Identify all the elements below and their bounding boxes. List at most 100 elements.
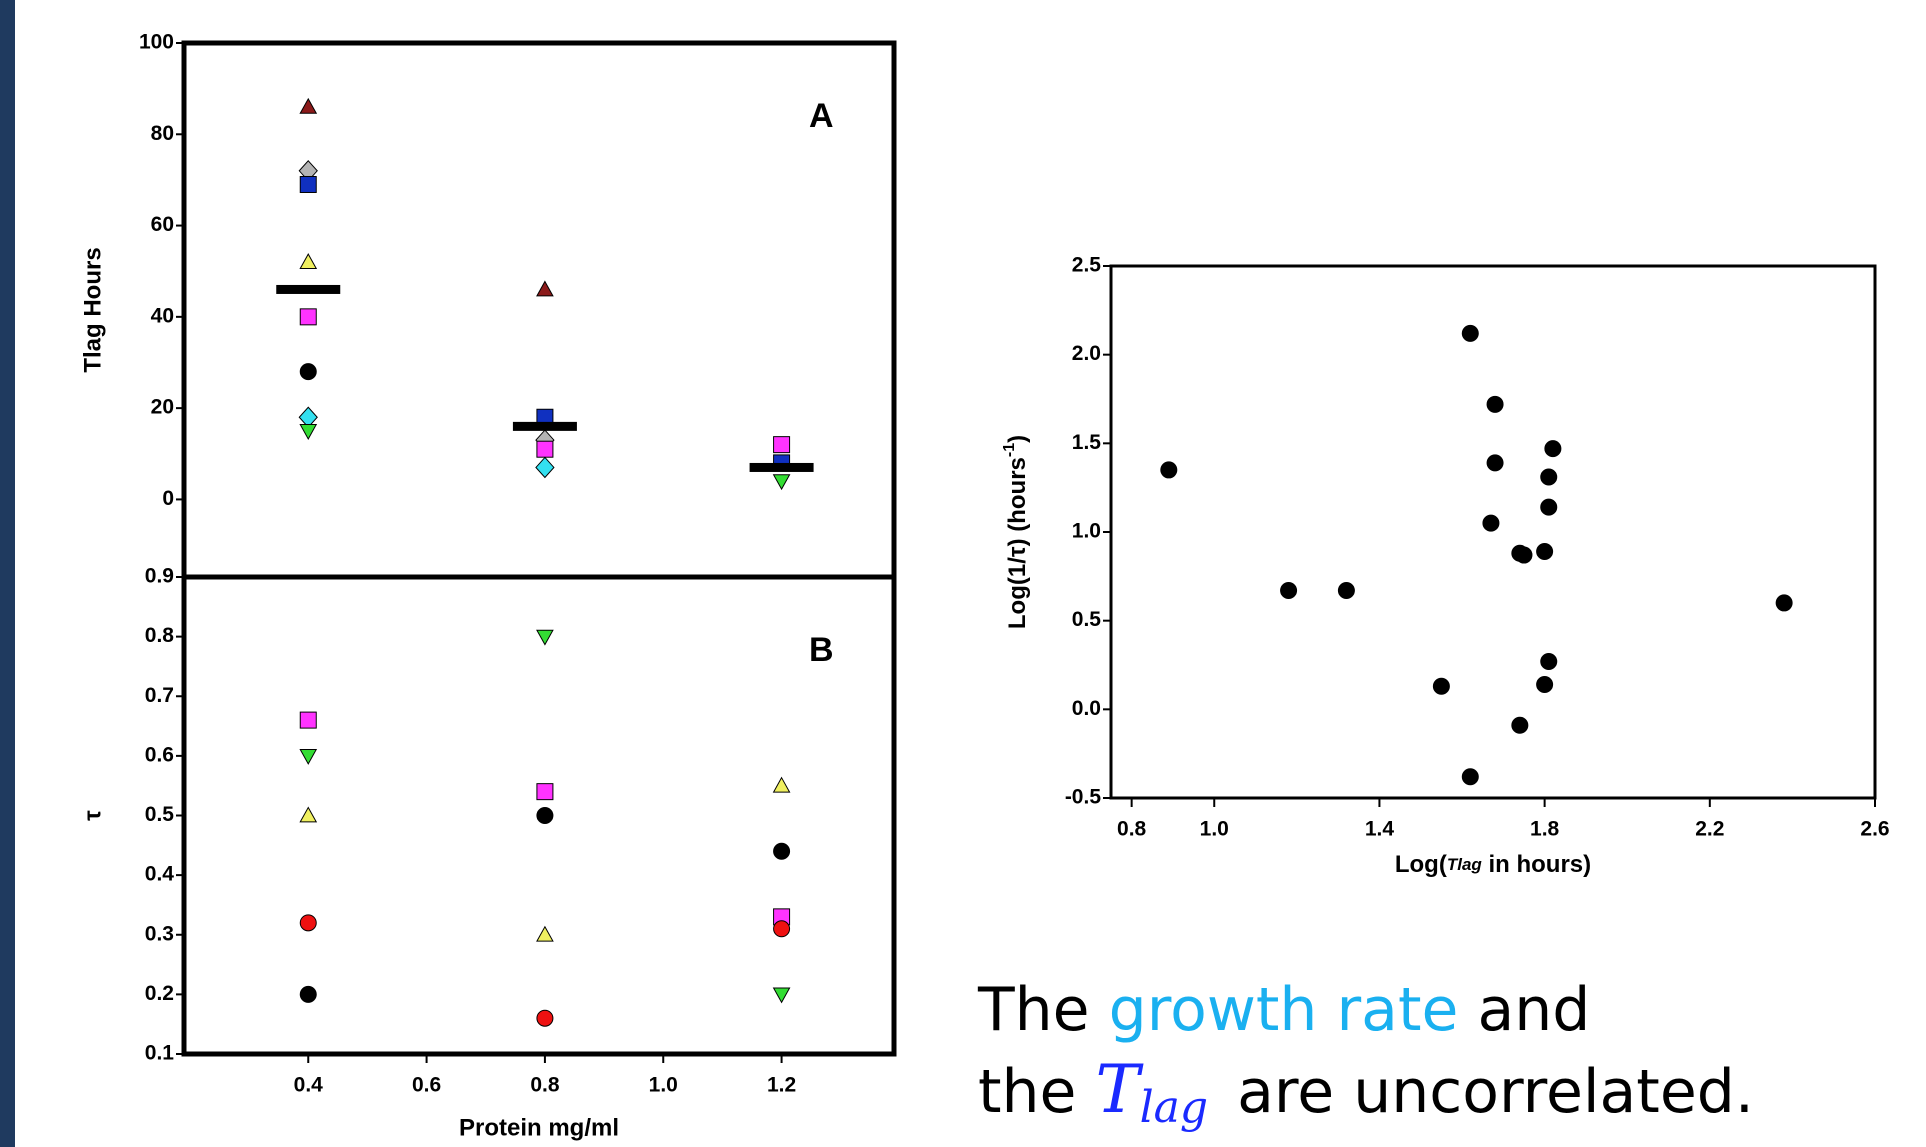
point — [299, 363, 317, 381]
point — [1544, 440, 1562, 458]
point — [1461, 324, 1479, 342]
mean-bar — [276, 284, 341, 294]
mean-bar — [512, 421, 577, 431]
caption-text: and — [1458, 975, 1590, 1045]
point — [535, 456, 555, 479]
point — [299, 985, 317, 1003]
point — [1432, 677, 1450, 695]
point — [536, 925, 554, 942]
y-tick-label: 0.1 — [145, 1042, 175, 1065]
point — [772, 776, 791, 793]
x-tick-label: 1.2 — [767, 1074, 796, 1097]
point — [536, 807, 554, 824]
caption-line: the Tlag are uncorrelated. — [978, 1051, 1754, 1133]
y-tick-label: 0.3 — [145, 922, 174, 945]
y-tick-label: 1.5 — [1072, 431, 1102, 454]
y-axis-label: Tlag Hours — [79, 247, 106, 372]
point — [1540, 468, 1558, 486]
caption-math: T — [1096, 1051, 1145, 1128]
point — [536, 440, 554, 458]
x-tick-label: 0.6 — [412, 1074, 441, 1097]
point — [299, 748, 318, 765]
y-tick-label: 100 — [139, 31, 174, 54]
point — [299, 97, 318, 114]
x-tick-label: 2.6 — [1860, 818, 1889, 841]
mean-bar — [749, 462, 814, 472]
y-axis-label-sup: -1 — [1001, 443, 1018, 457]
point — [1486, 395, 1504, 413]
y-tick-label: 60 — [151, 213, 174, 236]
point — [1775, 594, 1793, 612]
panel-label: A — [809, 97, 834, 135]
point — [1515, 546, 1533, 564]
point — [1482, 514, 1500, 532]
x-axis-label: Protein mg/ml — [459, 1114, 619, 1141]
y-axis-label-part: Log(1/τ) (hours — [1004, 457, 1031, 629]
y-tick-label: 20 — [151, 396, 174, 419]
y-tick-label: 0.2 — [145, 982, 174, 1005]
x-axis-label-italic: Tlag — [1447, 855, 1483, 874]
y-tick-label: -0.5 — [1065, 786, 1102, 809]
caption-text: are uncorrelated. — [1218, 1057, 1754, 1127]
x-axis-label-part: in hours) — [1482, 851, 1591, 878]
side-strip — [0, 0, 15, 1147]
point — [773, 436, 791, 454]
y-tick-label: 0.8 — [145, 624, 175, 647]
y-tick-label: 2.5 — [1072, 254, 1102, 277]
point — [1540, 652, 1558, 670]
y-tick-label: 0.4 — [145, 863, 175, 886]
point — [536, 1009, 554, 1027]
x-axis-label: Log(Tlag in hours) — [1395, 851, 1591, 878]
y-tick-label: 0.5 — [145, 803, 175, 826]
panel-label: B — [809, 631, 834, 669]
point — [299, 308, 317, 326]
x-tick-label: 1.0 — [649, 1074, 678, 1097]
chart-panel: 0.1 0.2 0.3 0.4 0.5 0.6 0.7 0.8 0.9 0.4 0.6 0.8 1.0 1… — [79, 565, 897, 1141]
point — [1160, 461, 1178, 479]
point — [1280, 582, 1298, 600]
point — [773, 842, 791, 860]
point — [1536, 543, 1554, 561]
point — [299, 253, 318, 269]
point — [299, 175, 317, 193]
point — [299, 424, 318, 440]
x-tick-label: 0.8 — [530, 1074, 560, 1097]
y-tick-label: 0.9 — [145, 565, 174, 588]
y-tick-label: 40 — [151, 304, 174, 327]
y-tick-label: 2.0 — [1072, 342, 1101, 365]
y-tick-label: 0 — [162, 487, 174, 510]
x-axis-label-part: Log( — [1395, 851, 1447, 878]
chart-panel: -0.5 0.0 0.5 1.0 1.5 2.0 2.5 0.8 1.0 1.4 1.8 2.2 2.6… — [1001, 254, 1889, 879]
y-axis-label: τ — [79, 810, 106, 821]
point — [1536, 676, 1554, 694]
point — [536, 783, 554, 801]
point — [1511, 716, 1529, 734]
y-axis-label-part: ) — [1004, 435, 1031, 443]
point — [536, 280, 554, 297]
y-tick-label: 0.6 — [145, 743, 174, 766]
caption-highlight: growth rate — [1109, 975, 1459, 1045]
point — [299, 914, 317, 932]
caption-text: the — [978, 1057, 1096, 1127]
y-tick-label: 1.0 — [1072, 520, 1101, 543]
point — [299, 806, 318, 823]
point — [1486, 454, 1504, 472]
point — [772, 474, 791, 491]
y-tick-label: 0.7 — [145, 684, 174, 707]
x-tick-label: 0.4 — [294, 1074, 324, 1097]
caption-line: The growth rate and — [977, 975, 1590, 1045]
x-tick-label: 2.2 — [1695, 818, 1724, 841]
plot-frame — [181, 40, 897, 580]
y-tick-label: 80 — [151, 122, 174, 145]
point — [1461, 768, 1479, 786]
point — [773, 920, 791, 938]
caption-text: The — [977, 975, 1109, 1045]
x-tick-label: 1.4 — [1365, 818, 1395, 841]
plot-frame — [1109, 264, 1877, 800]
y-axis-label: Log(1/τ) (hours-1) — [1001, 435, 1031, 629]
chart-panel: 0 20 40 60 80 100 A Tlag Hours — [79, 31, 897, 580]
y-tick-label: 0.5 — [1072, 608, 1102, 631]
point — [1540, 498, 1558, 516]
y-tick-label: 0.0 — [1072, 697, 1101, 720]
